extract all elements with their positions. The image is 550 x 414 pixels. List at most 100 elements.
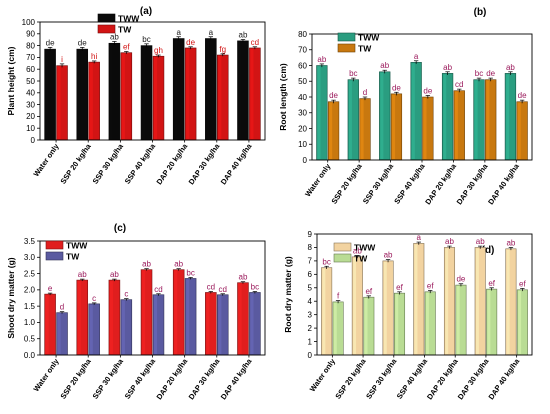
significance-label: ab xyxy=(506,238,515,247)
bar-group: ab xyxy=(441,63,454,161)
significance-label: bc xyxy=(251,282,259,291)
bar-highlight xyxy=(238,283,242,354)
significance-label: ab xyxy=(445,237,454,246)
panel-b: (b) ab de Water only bc d SSP 20 kg/ha ab de SSP … xyxy=(278,7,533,206)
bar-group: hi xyxy=(88,52,100,141)
bar-highlight xyxy=(518,290,522,354)
bar-group: cd xyxy=(152,285,165,356)
significance-label: ef xyxy=(519,279,526,288)
bar-highlight xyxy=(322,268,326,354)
x-tick-label: SSP 30 kg/ha xyxy=(91,141,126,185)
plot-frame xyxy=(39,21,266,141)
significance-label: bc xyxy=(322,257,330,266)
legend-label: TWW xyxy=(354,243,376,253)
significance-label: ef xyxy=(427,281,434,290)
bar-highlight xyxy=(186,279,190,354)
bar-highlight xyxy=(423,98,427,159)
y-tick-label: 3.0 xyxy=(24,253,36,262)
bar-group: ab xyxy=(382,251,394,356)
bar-group: cd xyxy=(453,80,465,161)
bar-group: ef xyxy=(363,287,375,356)
significance-label: de xyxy=(518,91,527,100)
bar-group: ab xyxy=(505,238,517,356)
y-tick-label: 40 xyxy=(298,93,307,102)
bar-group: ab xyxy=(237,273,249,356)
y-tick-label: 0 xyxy=(308,351,313,360)
y-tick-label: 1.5 xyxy=(24,302,36,311)
significance-label: ab xyxy=(239,30,248,39)
bar-highlight xyxy=(414,244,418,354)
legend-label: TWW xyxy=(118,14,140,24)
legend-swatch xyxy=(97,13,116,23)
significance-label: ef xyxy=(123,43,130,52)
y-axis-label: Plant height (cm) xyxy=(6,46,16,115)
bar-group: ef xyxy=(486,279,498,356)
bar-highlight xyxy=(395,294,399,354)
bar-group: ab xyxy=(504,63,517,161)
legend-swatch xyxy=(337,32,356,42)
panel-label: (b) xyxy=(474,7,487,18)
legend-label: TWW xyxy=(66,241,88,251)
bar-highlight xyxy=(45,50,49,139)
significance-label: ef xyxy=(396,283,403,292)
significance-label: cd xyxy=(251,38,259,47)
y-tick-label: 8 xyxy=(308,243,313,252)
significance-label: e xyxy=(48,284,53,293)
bar-group: bc xyxy=(184,268,197,356)
y-axis-label: Root dry matter (g) xyxy=(283,256,293,333)
y-tick-label: 60 xyxy=(298,61,307,70)
legend-label: TW xyxy=(354,254,368,264)
bar-highlight xyxy=(109,44,113,139)
panel-label: (d) xyxy=(482,245,495,256)
bar-group: cd xyxy=(205,282,217,356)
y-tick-label: 40 xyxy=(26,89,35,98)
significance-label: ab xyxy=(443,63,452,72)
y-tick-label: 9 xyxy=(308,230,313,239)
significance-label: ab xyxy=(317,55,326,64)
x-tick-label: Water only xyxy=(32,141,62,178)
bar-highlight xyxy=(250,48,254,139)
significance-label: ef xyxy=(365,287,372,296)
x-tick-label: DAP 40 kg/ha xyxy=(486,356,521,401)
y-tick-label: 2.0 xyxy=(24,286,36,295)
significance-label: fg xyxy=(219,45,226,54)
bar-group: gh xyxy=(152,46,165,141)
x-tick-label: SSP 40 kg/ha xyxy=(392,161,427,205)
significance-label: ab xyxy=(239,273,248,282)
x-tick-label: SSP 30 kg/ha xyxy=(91,356,126,400)
panel-d: (d) bc f Water only ab ef SSP 20 kg/ha ab ef SSP … xyxy=(283,230,533,401)
bar-group: c xyxy=(88,294,100,356)
bar-highlight xyxy=(474,80,478,159)
significance-label: ef xyxy=(488,279,495,288)
bar-group: f xyxy=(332,292,344,356)
bar-group: de xyxy=(76,38,89,141)
legend-swatch xyxy=(333,253,352,263)
y-tick-label: 80 xyxy=(26,41,35,50)
significance-label: bc xyxy=(475,69,483,78)
bar-group: ab xyxy=(140,260,153,356)
bar-highlight xyxy=(142,46,146,139)
bar-group: ab xyxy=(76,270,89,356)
y-tick-label: 90 xyxy=(26,30,35,39)
y-tick-label: 3 xyxy=(308,310,313,319)
panel-label: (c) xyxy=(114,223,126,234)
significance-label: a xyxy=(176,28,181,37)
significance-label: ab xyxy=(380,61,389,70)
x-tick-label: DAP 20 kg/ha xyxy=(154,356,189,401)
x-tick-label: SSP 30 kg/ha xyxy=(364,356,399,400)
bar-highlight xyxy=(57,313,61,354)
bar-group: a xyxy=(413,233,425,356)
bar-highlight xyxy=(506,249,510,354)
bar-group: a xyxy=(205,28,217,141)
bar-group: ab xyxy=(474,237,486,356)
bar-highlight xyxy=(380,72,384,159)
bar-group: d xyxy=(359,88,371,161)
bar-group: ef xyxy=(516,279,528,356)
significance-label: hi xyxy=(91,52,97,61)
y-tick-label: 50 xyxy=(298,77,307,86)
bar-group: ef xyxy=(393,283,406,356)
significance-label: ab xyxy=(506,63,515,72)
